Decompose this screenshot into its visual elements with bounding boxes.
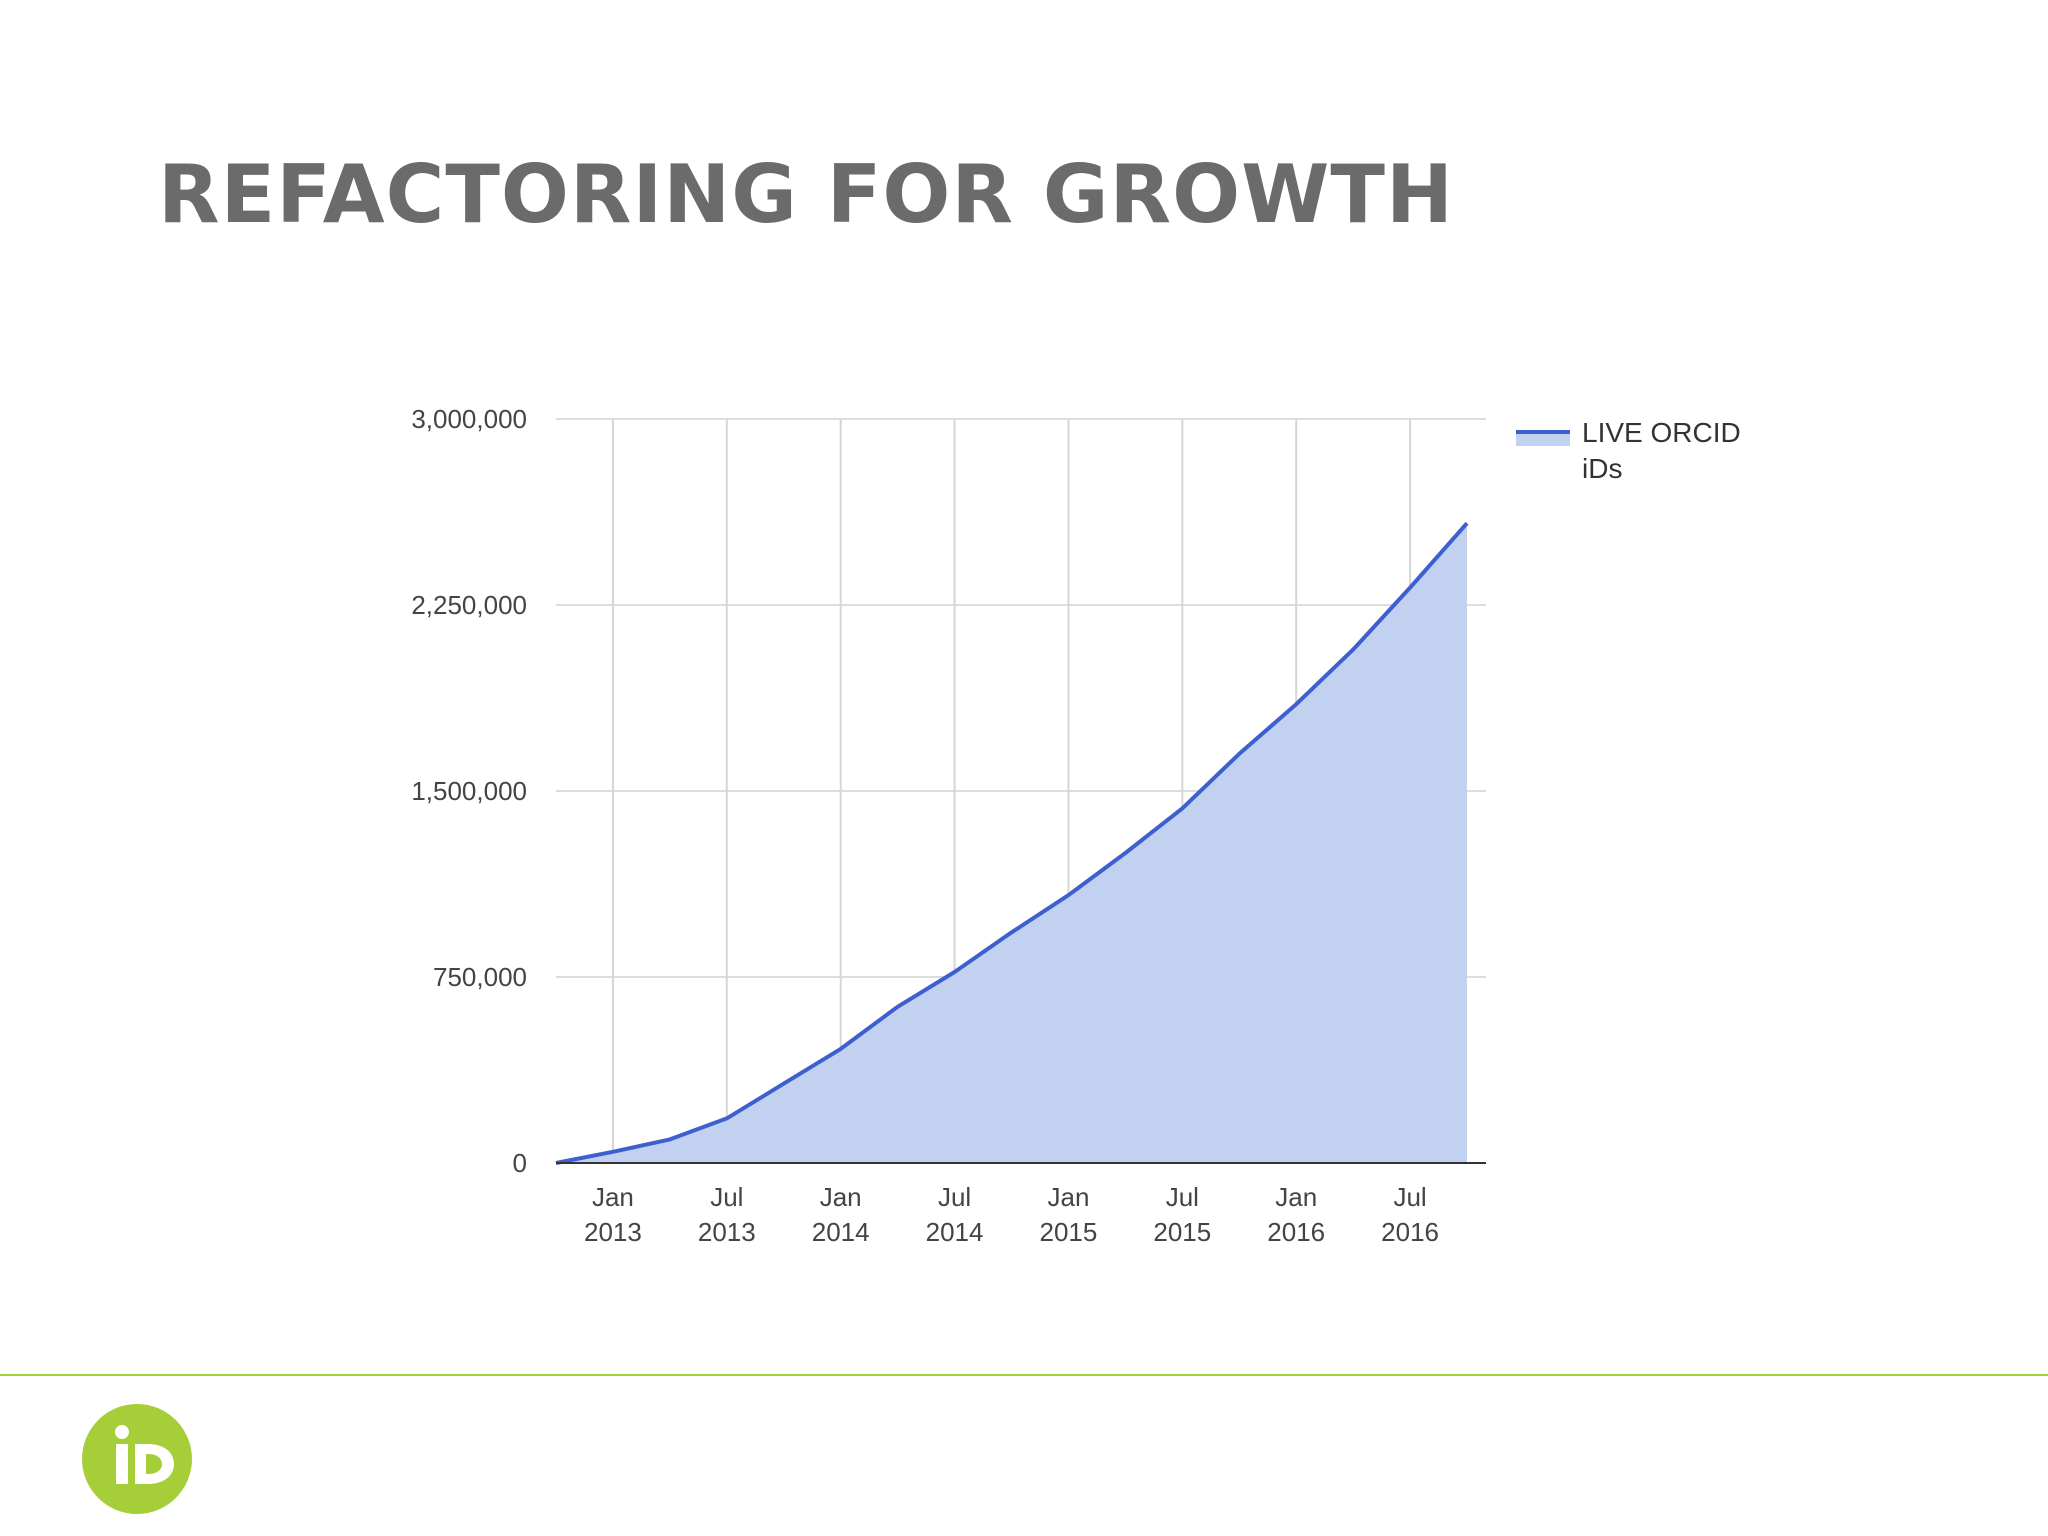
x-tick-year: 2016 bbox=[1267, 1217, 1325, 1247]
series-area-fill bbox=[556, 523, 1467, 1163]
legend-label-line-2: iDs bbox=[1582, 453, 1622, 484]
x-tick-year: 2014 bbox=[812, 1217, 870, 1247]
x-tick-month: Jul bbox=[938, 1182, 971, 1212]
legend-fill-swatch bbox=[1516, 434, 1570, 446]
orcid-id-icon bbox=[82, 1404, 192, 1514]
y-tick-label: 3,000,000 bbox=[411, 404, 527, 434]
series-line bbox=[555, 521, 1469, 1165]
x-tick-year: 2014 bbox=[926, 1217, 984, 1247]
footer-divider bbox=[0, 1374, 2048, 1376]
y-axis-ticks: 3,000,000 2,250,000 1,500,000 750,000 0 bbox=[411, 404, 527, 1178]
x-tick-month: Jul bbox=[710, 1182, 743, 1212]
x-tick-month: Jul bbox=[1166, 1182, 1199, 1212]
chart-legend: LIVE ORCID iDs bbox=[1516, 417, 1741, 484]
x-tick-month: Jan bbox=[1047, 1182, 1089, 1212]
x-axis-ticks: Jan 2013 Jul 2013 Jan 2014 Jul 2014 Jan 2015 Jul 20… bbox=[584, 1182, 1439, 1247]
slide-title: REFACTORING FOR GROWTH bbox=[158, 148, 1454, 241]
area-chart: 3,000,000 2,250,000 1,500,000 750,000 0 Jan 2… bbox=[411, 404, 1741, 1247]
y-tick-label: 0 bbox=[513, 1148, 527, 1178]
legend-label-line-1: LIVE ORCID bbox=[1582, 417, 1741, 448]
x-tick-year: 2013 bbox=[698, 1217, 756, 1247]
x-tick-month: Jul bbox=[1393, 1182, 1426, 1212]
x-tick-year: 2016 bbox=[1381, 1217, 1439, 1247]
x-tick-month: Jan bbox=[592, 1182, 634, 1212]
x-tick-year: 2013 bbox=[584, 1217, 642, 1247]
y-tick-label: 2,250,000 bbox=[411, 590, 527, 620]
y-tick-label: 1,500,000 bbox=[411, 776, 527, 806]
chart-area-layer bbox=[555, 521, 1469, 1165]
x-tick-year: 2015 bbox=[1153, 1217, 1211, 1247]
x-tick-month: Jan bbox=[820, 1182, 862, 1212]
x-tick-year: 2015 bbox=[1040, 1217, 1098, 1247]
x-tick-month: Jan bbox=[1275, 1182, 1317, 1212]
y-tick-label: 750,000 bbox=[433, 962, 527, 992]
